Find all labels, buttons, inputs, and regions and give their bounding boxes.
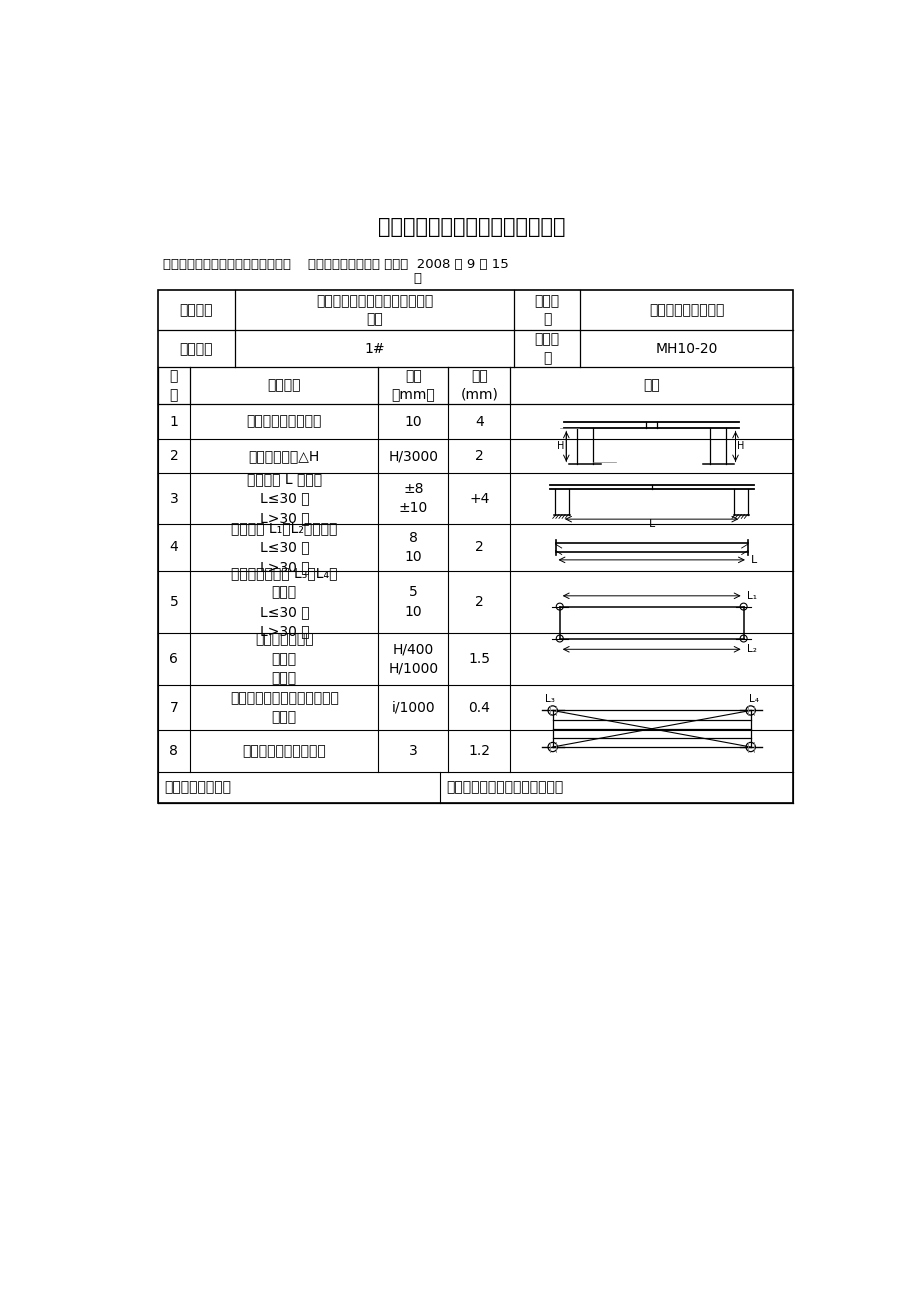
Text: H/400
H/1000: H/400 H/1000	[388, 642, 438, 676]
Text: 2: 2	[474, 540, 483, 555]
Text: L: L	[648, 519, 654, 529]
Text: 大车轮垂直偏斜
无悬臂
有悬臂: 大车轮垂直偏斜 无悬臂 有悬臂	[255, 633, 313, 686]
Text: 设备型
号: 设备型 号	[534, 332, 559, 365]
Text: ±8
±10: ±8 ±10	[398, 482, 427, 516]
Text: 五矿营口宽厚板改造项目成品库
工程: 五矿营口宽厚板改造项目成品库 工程	[315, 294, 433, 327]
Text: L₁: L₁	[746, 591, 756, 600]
Text: 6: 6	[169, 652, 178, 667]
Text: 支腿的不直度△H: 支腿的不直度△H	[248, 449, 320, 464]
Text: 大车跨度 L₁、L₂的相对差
L≤30 米
L>30 米: 大车跨度 L₁、L₂的相对差 L≤30 米 L>30 米	[231, 521, 337, 574]
Text: 两支腿的相对标高差: 两支腿的相对标高差	[246, 414, 322, 428]
Text: +4: +4	[469, 492, 489, 505]
Text: 同一端梁上车轮同位差: 同一端梁上车轮同位差	[243, 743, 326, 758]
Text: 施工单位检测人：: 施工单位检测人：	[164, 781, 231, 794]
Text: L: L	[750, 555, 756, 565]
Text: 监理（建设）单位旁站监督人：: 监理（建设）单位旁站监督人：	[446, 781, 563, 794]
Text: 8
10: 8 10	[404, 531, 422, 564]
Text: 3: 3	[169, 492, 178, 505]
Text: 5: 5	[169, 595, 178, 609]
Text: 7: 7	[169, 700, 178, 715]
Text: 3: 3	[409, 743, 417, 758]
Bar	[157, 290, 792, 803]
Text: 4: 4	[169, 540, 178, 555]
Text: 1: 1	[169, 414, 178, 428]
Text: 1.2: 1.2	[468, 743, 490, 758]
Text: H/3000: H/3000	[388, 449, 437, 464]
Text: H: H	[557, 441, 564, 452]
Text: 对两根平行基准线每个车轮水
平偏斜: 对两根平行基准线每个车轮水 平偏斜	[230, 691, 338, 724]
Text: 设备名
称: 设备名 称	[534, 294, 559, 327]
Text: 大车跨度 L 的偏差
L≤30 米
L>30 米: 大车跨度 L 的偏差 L≤30 米 L>30 米	[246, 473, 322, 525]
Text: 8: 8	[169, 743, 178, 758]
Text: 2: 2	[474, 595, 483, 609]
Text: 工程名称: 工程名称	[179, 303, 213, 318]
Text: 门式起重机支腿台车组装检查记录: 门式起重机支腿台车组装检查记录	[378, 217, 564, 237]
Text: 2: 2	[169, 449, 178, 464]
Text: i/1000: i/1000	[391, 700, 435, 715]
Text: H: H	[736, 441, 743, 452]
Text: 电动葫芦门式起重机: 电动葫芦门式起重机	[648, 303, 723, 318]
Text: L₃: L₃	[544, 694, 554, 704]
Text: 5
10: 5 10	[404, 586, 422, 618]
Text: 允差
（mm）: 允差 （mm）	[391, 370, 435, 402]
Text: L₄: L₄	[748, 694, 758, 704]
Text: L₂: L₂	[746, 644, 755, 655]
Text: 日: 日	[413, 272, 421, 285]
Text: 工程代号: 工程代号	[179, 341, 213, 355]
Text: 4: 4	[474, 414, 483, 428]
Text: 10: 10	[404, 414, 422, 428]
Text: 大车车轮对角线 L₃、L₄的
相对差
L≤30 米
L>30 米: 大车车轮对角线 L₃、L₄的 相对差 L≤30 米 L>30 米	[231, 566, 337, 638]
Text: 序
号: 序 号	[169, 370, 178, 402]
Text: 1#: 1#	[364, 341, 384, 355]
Text: 0.4: 0.4	[468, 700, 490, 715]
Text: 检查项目: 检查项目	[267, 379, 301, 393]
Text: 工程名称：五矿营口宽厚板改造项目    安装单位：二十三冶 日期：  2008 年 9 月 15: 工程名称：五矿营口宽厚板改造项目 安装单位：二十三冶 日期： 2008 年 9 …	[163, 258, 508, 271]
Text: 1.5: 1.5	[468, 652, 490, 667]
Text: 简图: 简图	[642, 379, 659, 393]
Text: 实测
(mm): 实测 (mm)	[460, 370, 498, 402]
Text: MH10-20: MH10-20	[654, 341, 717, 355]
Text: 2: 2	[474, 449, 483, 464]
